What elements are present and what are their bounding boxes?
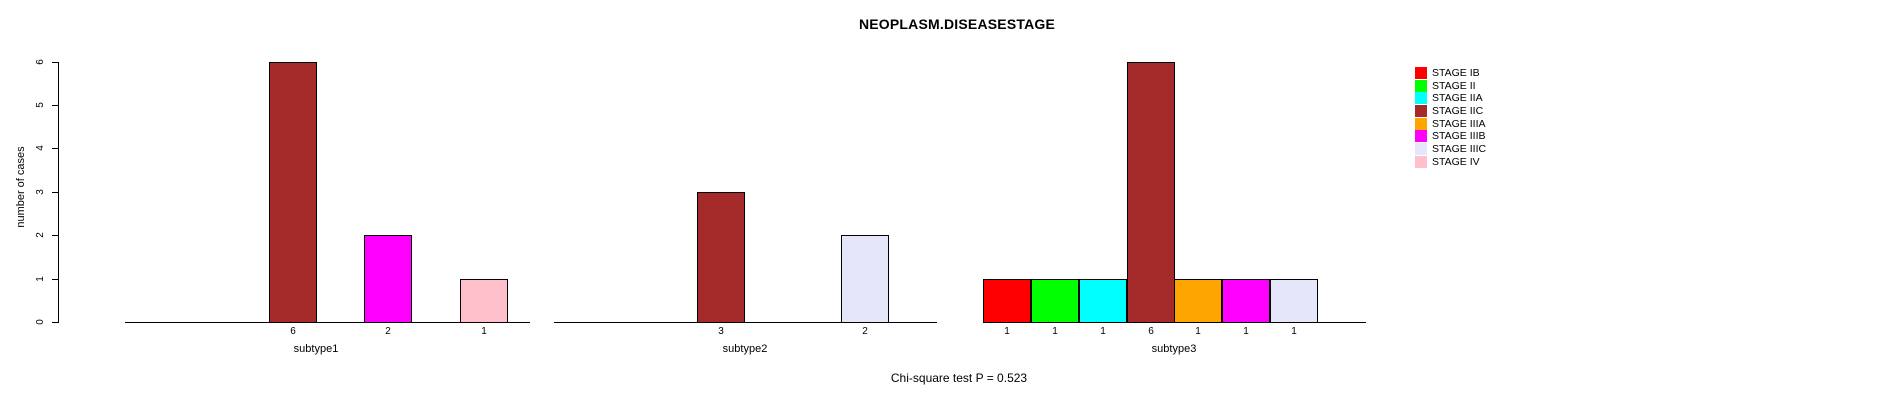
bar-subtype1-stage-iv (460, 279, 508, 323)
chi-square-caption: Chi-square test P = 0.523 (890, 371, 1028, 385)
bar-subtype3-stage-iiib (1222, 279, 1270, 323)
group-label-subtype2: subtype2 (722, 343, 768, 355)
y-axis-tick-4 (52, 148, 58, 149)
bar-value-subtype3-stage-iiia: 1 (1195, 326, 1201, 337)
legend-item-stage-ib: STAGE IB (1415, 66, 1480, 79)
y-axis-tick-1 (52, 279, 58, 280)
y-axis-tick-5 (52, 105, 58, 106)
legend-label-stage-ii: STAGE II (1432, 79, 1476, 92)
bar-subtype3-stage-iiia (1174, 279, 1222, 323)
legend-label-stage-iic: STAGE IIC (1432, 104, 1484, 117)
y-axis-tick-label-6: 6 (34, 59, 46, 65)
y-axis-tick-label-0: 0 (34, 319, 46, 325)
legend-swatch-stage-iiic (1415, 142, 1427, 155)
bar-value-subtype1-stage-iic: 6 (290, 326, 296, 337)
y-axis-tick-label-4: 4 (34, 145, 46, 151)
bar-value-subtype3-stage-iia: 1 (1100, 326, 1106, 337)
legend-swatch-stage-iiia (1415, 117, 1427, 130)
y-axis-tick-3 (52, 192, 58, 193)
y-axis-tick-label-2: 2 (34, 232, 46, 238)
legend-swatch-stage-ii (1415, 79, 1427, 92)
legend-label-stage-iia: STAGE IIA (1432, 91, 1483, 104)
bar-subtype3-stage-ib (983, 279, 1031, 323)
legend-label-stage-ib: STAGE IB (1432, 66, 1480, 79)
y-axis-tick-label-1: 1 (34, 276, 46, 282)
y-axis-tick-label-5: 5 (34, 102, 46, 108)
bar-value-subtype3-stage-ii: 1 (1052, 326, 1058, 337)
y-axis-tick-label-3: 3 (34, 189, 46, 195)
legend-label-stage-iiic: STAGE IIIC (1432, 142, 1487, 155)
bar-value-subtype2-stage-iiic: 2 (862, 326, 868, 337)
bar-value-subtype3-stage-iic: 6 (1148, 326, 1154, 337)
bar-subtype2-stage-iiic (841, 235, 889, 323)
legend-label-stage-iiib: STAGE IIIB (1432, 129, 1486, 142)
legend-item-stage-iiic: STAGE IIIC (1415, 142, 1486, 155)
legend-item-stage-iia: STAGE IIA (1415, 91, 1483, 104)
legend-swatch-stage-ib (1415, 66, 1427, 79)
group-label-subtype3: subtype3 (1151, 343, 1197, 355)
bar-subtype1-stage-iic (269, 62, 317, 323)
x-axis-baseline-subtype1 (125, 322, 530, 323)
legend-item-stage-iiia: STAGE IIIA (1415, 117, 1485, 130)
legend-label-stage-iv: STAGE IV (1432, 155, 1480, 168)
bar-subtype3-stage-iia (1079, 279, 1127, 323)
bar-subtype2-stage-iic (697, 192, 745, 323)
bar-value-subtype2-stage-iic: 3 (718, 326, 724, 337)
legend-item-stage-iic: STAGE IIC (1415, 104, 1483, 117)
legend-swatch-stage-iia (1415, 91, 1427, 104)
bar-subtype1-stage-iiib (364, 235, 412, 323)
y-axis-tick-6 (52, 62, 58, 63)
y-axis-tick-0 (52, 322, 58, 323)
group-label-subtype1: subtype1 (293, 343, 339, 355)
bar-value-subtype3-stage-ib: 1 (1004, 326, 1010, 337)
bar-value-subtype3-stage-iiic: 1 (1291, 326, 1297, 337)
legend-label-stage-iiia: STAGE IIIA (1432, 117, 1486, 130)
bar-value-subtype1-stage-iiib: 2 (385, 326, 391, 337)
y-axis-label: number of cases (15, 146, 27, 228)
bar-subtype3-stage-iiic (1270, 279, 1318, 323)
legend-item-stage-iv: STAGE IV (1415, 155, 1480, 168)
x-axis-baseline-subtype2 (554, 322, 937, 323)
legend-item-stage-iiib: STAGE IIIB (1415, 129, 1485, 142)
legend-swatch-stage-iic (1415, 104, 1427, 117)
bar-value-subtype1-stage-iv: 1 (481, 326, 487, 337)
bar-subtype3-stage-ii (1031, 279, 1079, 323)
legend-swatch-stage-iiib (1415, 129, 1427, 142)
legend-item-stage-ii: STAGE II (1415, 79, 1476, 92)
bar-value-subtype3-stage-iiib: 1 (1243, 326, 1249, 337)
y-axis-line (58, 62, 59, 323)
legend-swatch-stage-iv (1415, 155, 1427, 168)
bar-subtype3-stage-iic (1127, 62, 1175, 323)
chart-title: NEOPLASM.DISEASESTAGE (858, 16, 1056, 32)
y-axis-tick-2 (52, 235, 58, 236)
